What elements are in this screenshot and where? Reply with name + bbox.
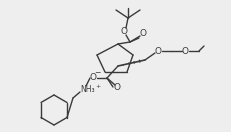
Text: O: O bbox=[182, 46, 188, 55]
Text: O: O bbox=[113, 84, 121, 93]
Text: NH₃: NH₃ bbox=[81, 86, 95, 95]
Text: O: O bbox=[140, 29, 146, 39]
Text: O: O bbox=[155, 46, 161, 55]
Text: O: O bbox=[89, 74, 97, 82]
Text: +: + bbox=[95, 84, 101, 89]
Text: −: − bbox=[94, 69, 100, 77]
Text: O: O bbox=[121, 27, 128, 36]
